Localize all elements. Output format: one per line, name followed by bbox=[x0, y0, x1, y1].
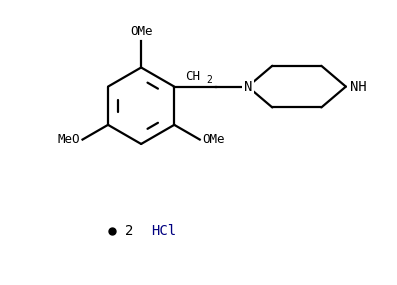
Text: 2: 2 bbox=[206, 75, 212, 85]
Text: NH: NH bbox=[350, 80, 366, 93]
Text: N: N bbox=[244, 80, 252, 93]
Text: OMe: OMe bbox=[130, 25, 152, 38]
Text: MeO: MeO bbox=[58, 133, 80, 146]
Text: OMe: OMe bbox=[202, 133, 225, 146]
Text: 2: 2 bbox=[125, 224, 134, 238]
Text: HCl: HCl bbox=[151, 224, 176, 238]
Text: CH: CH bbox=[185, 70, 200, 83]
